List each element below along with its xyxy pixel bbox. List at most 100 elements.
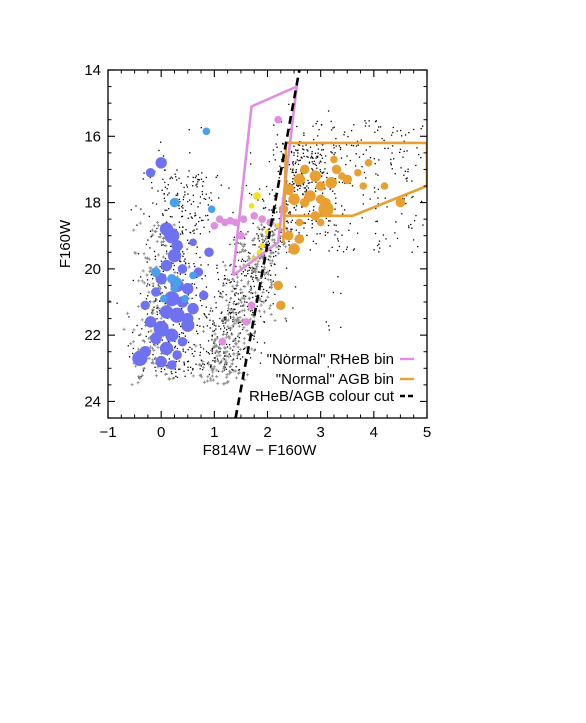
grey-star	[259, 303, 263, 307]
background-star	[333, 126, 335, 128]
background-star	[260, 295, 263, 297]
background-star	[334, 177, 337, 180]
background-star	[320, 175, 323, 177]
grey-star	[201, 329, 206, 333]
background-star	[404, 134, 407, 136]
background-star	[390, 162, 392, 164]
background-star	[293, 145, 295, 147]
background-star	[413, 128, 415, 131]
background-star	[330, 129, 333, 131]
background-star	[156, 318, 158, 320]
background-star	[320, 124, 323, 126]
background-star	[235, 337, 237, 340]
grey-star	[245, 373, 250, 377]
background-star	[403, 150, 405, 153]
background-star	[323, 171, 325, 173]
background-star	[325, 217, 327, 220]
grey-star	[236, 316, 240, 320]
background-star	[378, 243, 380, 245]
background-star	[207, 340, 210, 342]
background-star	[156, 311, 158, 313]
background-star	[333, 224, 335, 226]
background-star	[298, 232, 300, 234]
background-star	[265, 272, 268, 274]
background-star	[285, 220, 288, 223]
background-star	[315, 181, 317, 183]
background-star	[171, 372, 173, 375]
background-star	[230, 311, 232, 314]
background-star	[307, 156, 309, 158]
background-star	[204, 198, 207, 201]
background-star	[175, 179, 178, 181]
background-star	[415, 164, 417, 167]
y-tick-label: 14	[84, 62, 101, 79]
background-star	[391, 145, 394, 147]
grey-star	[251, 238, 255, 242]
background-star	[217, 370, 220, 373]
background-star	[340, 157, 343, 159]
background-star	[182, 348, 184, 350]
grey-star	[237, 332, 241, 336]
background-star	[408, 225, 410, 227]
background-star	[217, 290, 220, 292]
background-star	[243, 260, 245, 262]
rheb-pink-point	[242, 318, 251, 326]
background-star	[316, 156, 319, 159]
background-star	[237, 335, 239, 337]
background-star	[142, 178, 144, 180]
background-star	[230, 263, 232, 266]
background-star	[211, 347, 213, 350]
background-star	[219, 292, 221, 294]
background-star	[293, 154, 295, 157]
background-star	[272, 280, 274, 282]
grey-star	[262, 310, 267, 314]
background-star	[302, 193, 304, 195]
background-star	[278, 177, 280, 179]
background-star	[147, 283, 149, 285]
background-star	[225, 269, 227, 271]
grey-star	[159, 316, 163, 320]
grey-star	[232, 338, 237, 342]
background-star	[293, 174, 295, 176]
background-star	[339, 146, 342, 149]
background-star	[224, 319, 226, 321]
background-star	[195, 184, 197, 186]
background-star	[203, 197, 205, 200]
background-star	[303, 148, 305, 151]
grey-star	[241, 247, 245, 252]
background-star	[146, 313, 149, 315]
background-star	[237, 369, 240, 371]
background-star	[312, 157, 314, 160]
background-star	[253, 338, 255, 340]
background-star	[208, 313, 210, 315]
yellow-markers-point	[259, 242, 266, 249]
background-star	[153, 300, 155, 303]
background-star	[138, 334, 140, 336]
agb-orange-point	[325, 176, 337, 189]
background-star	[183, 186, 185, 189]
background-star	[174, 347, 176, 349]
background-star	[302, 148, 304, 150]
rheb-large-point	[164, 291, 180, 307]
grey-star	[151, 358, 155, 362]
grey-star	[231, 315, 235, 319]
background-star	[178, 205, 180, 207]
background-star	[164, 303, 166, 305]
background-star	[213, 357, 216, 359]
background-star	[171, 216, 173, 218]
background-star	[268, 160, 271, 163]
background-star	[374, 163, 376, 165]
background-star	[131, 331, 134, 334]
grey-star	[221, 332, 226, 336]
background-star	[194, 224, 196, 227]
background-star	[368, 120, 370, 122]
background-star	[333, 147, 335, 149]
background-star	[308, 210, 311, 212]
grey-star	[148, 266, 152, 270]
background-star	[162, 244, 164, 246]
background-star	[254, 348, 256, 351]
background-star	[190, 203, 192, 205]
background-star	[250, 292, 252, 294]
background-star	[314, 163, 316, 165]
background-star	[394, 173, 396, 175]
